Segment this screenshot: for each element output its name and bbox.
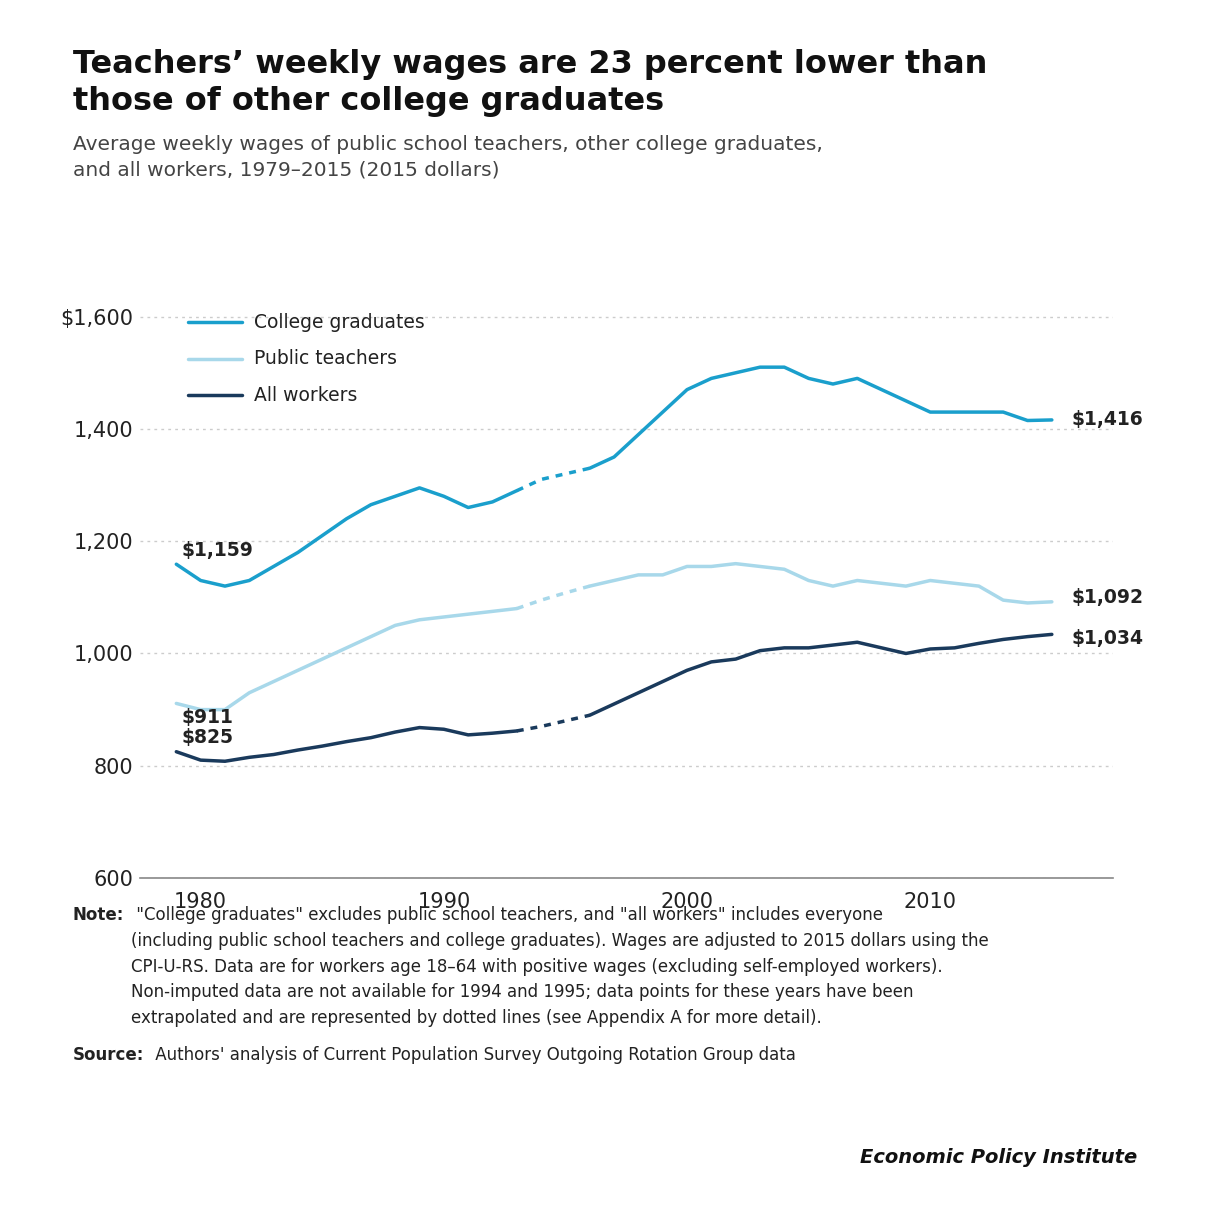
Text: $911: $911 (181, 707, 233, 727)
Text: All workers: All workers (254, 386, 358, 405)
Text: $1,034: $1,034 (1071, 630, 1143, 648)
Text: Economic Policy Institute: Economic Policy Institute (860, 1148, 1137, 1167)
Text: Average weekly wages of public school teachers, other college graduates,
and all: Average weekly wages of public school te… (73, 135, 823, 179)
Text: Teachers’ weekly wages are 23 percent lower than
those of other college graduate: Teachers’ weekly wages are 23 percent lo… (73, 49, 987, 117)
Text: $1,416: $1,416 (1071, 410, 1143, 430)
Text: College graduates: College graduates (254, 313, 424, 332)
Text: Authors' analysis of Current Population Survey Outgoing Rotation Group data: Authors' analysis of Current Population … (150, 1046, 795, 1065)
Text: $1,159: $1,159 (181, 540, 253, 560)
Text: Note:: Note: (73, 906, 124, 925)
Text: "College graduates" excludes public school teachers, and "all workers" includes : "College graduates" excludes public scho… (131, 906, 989, 1027)
Text: $825: $825 (181, 728, 233, 747)
Text: Source:: Source: (73, 1046, 145, 1065)
Text: $1,092: $1,092 (1071, 588, 1143, 607)
Text: Public teachers: Public teachers (254, 349, 398, 368)
